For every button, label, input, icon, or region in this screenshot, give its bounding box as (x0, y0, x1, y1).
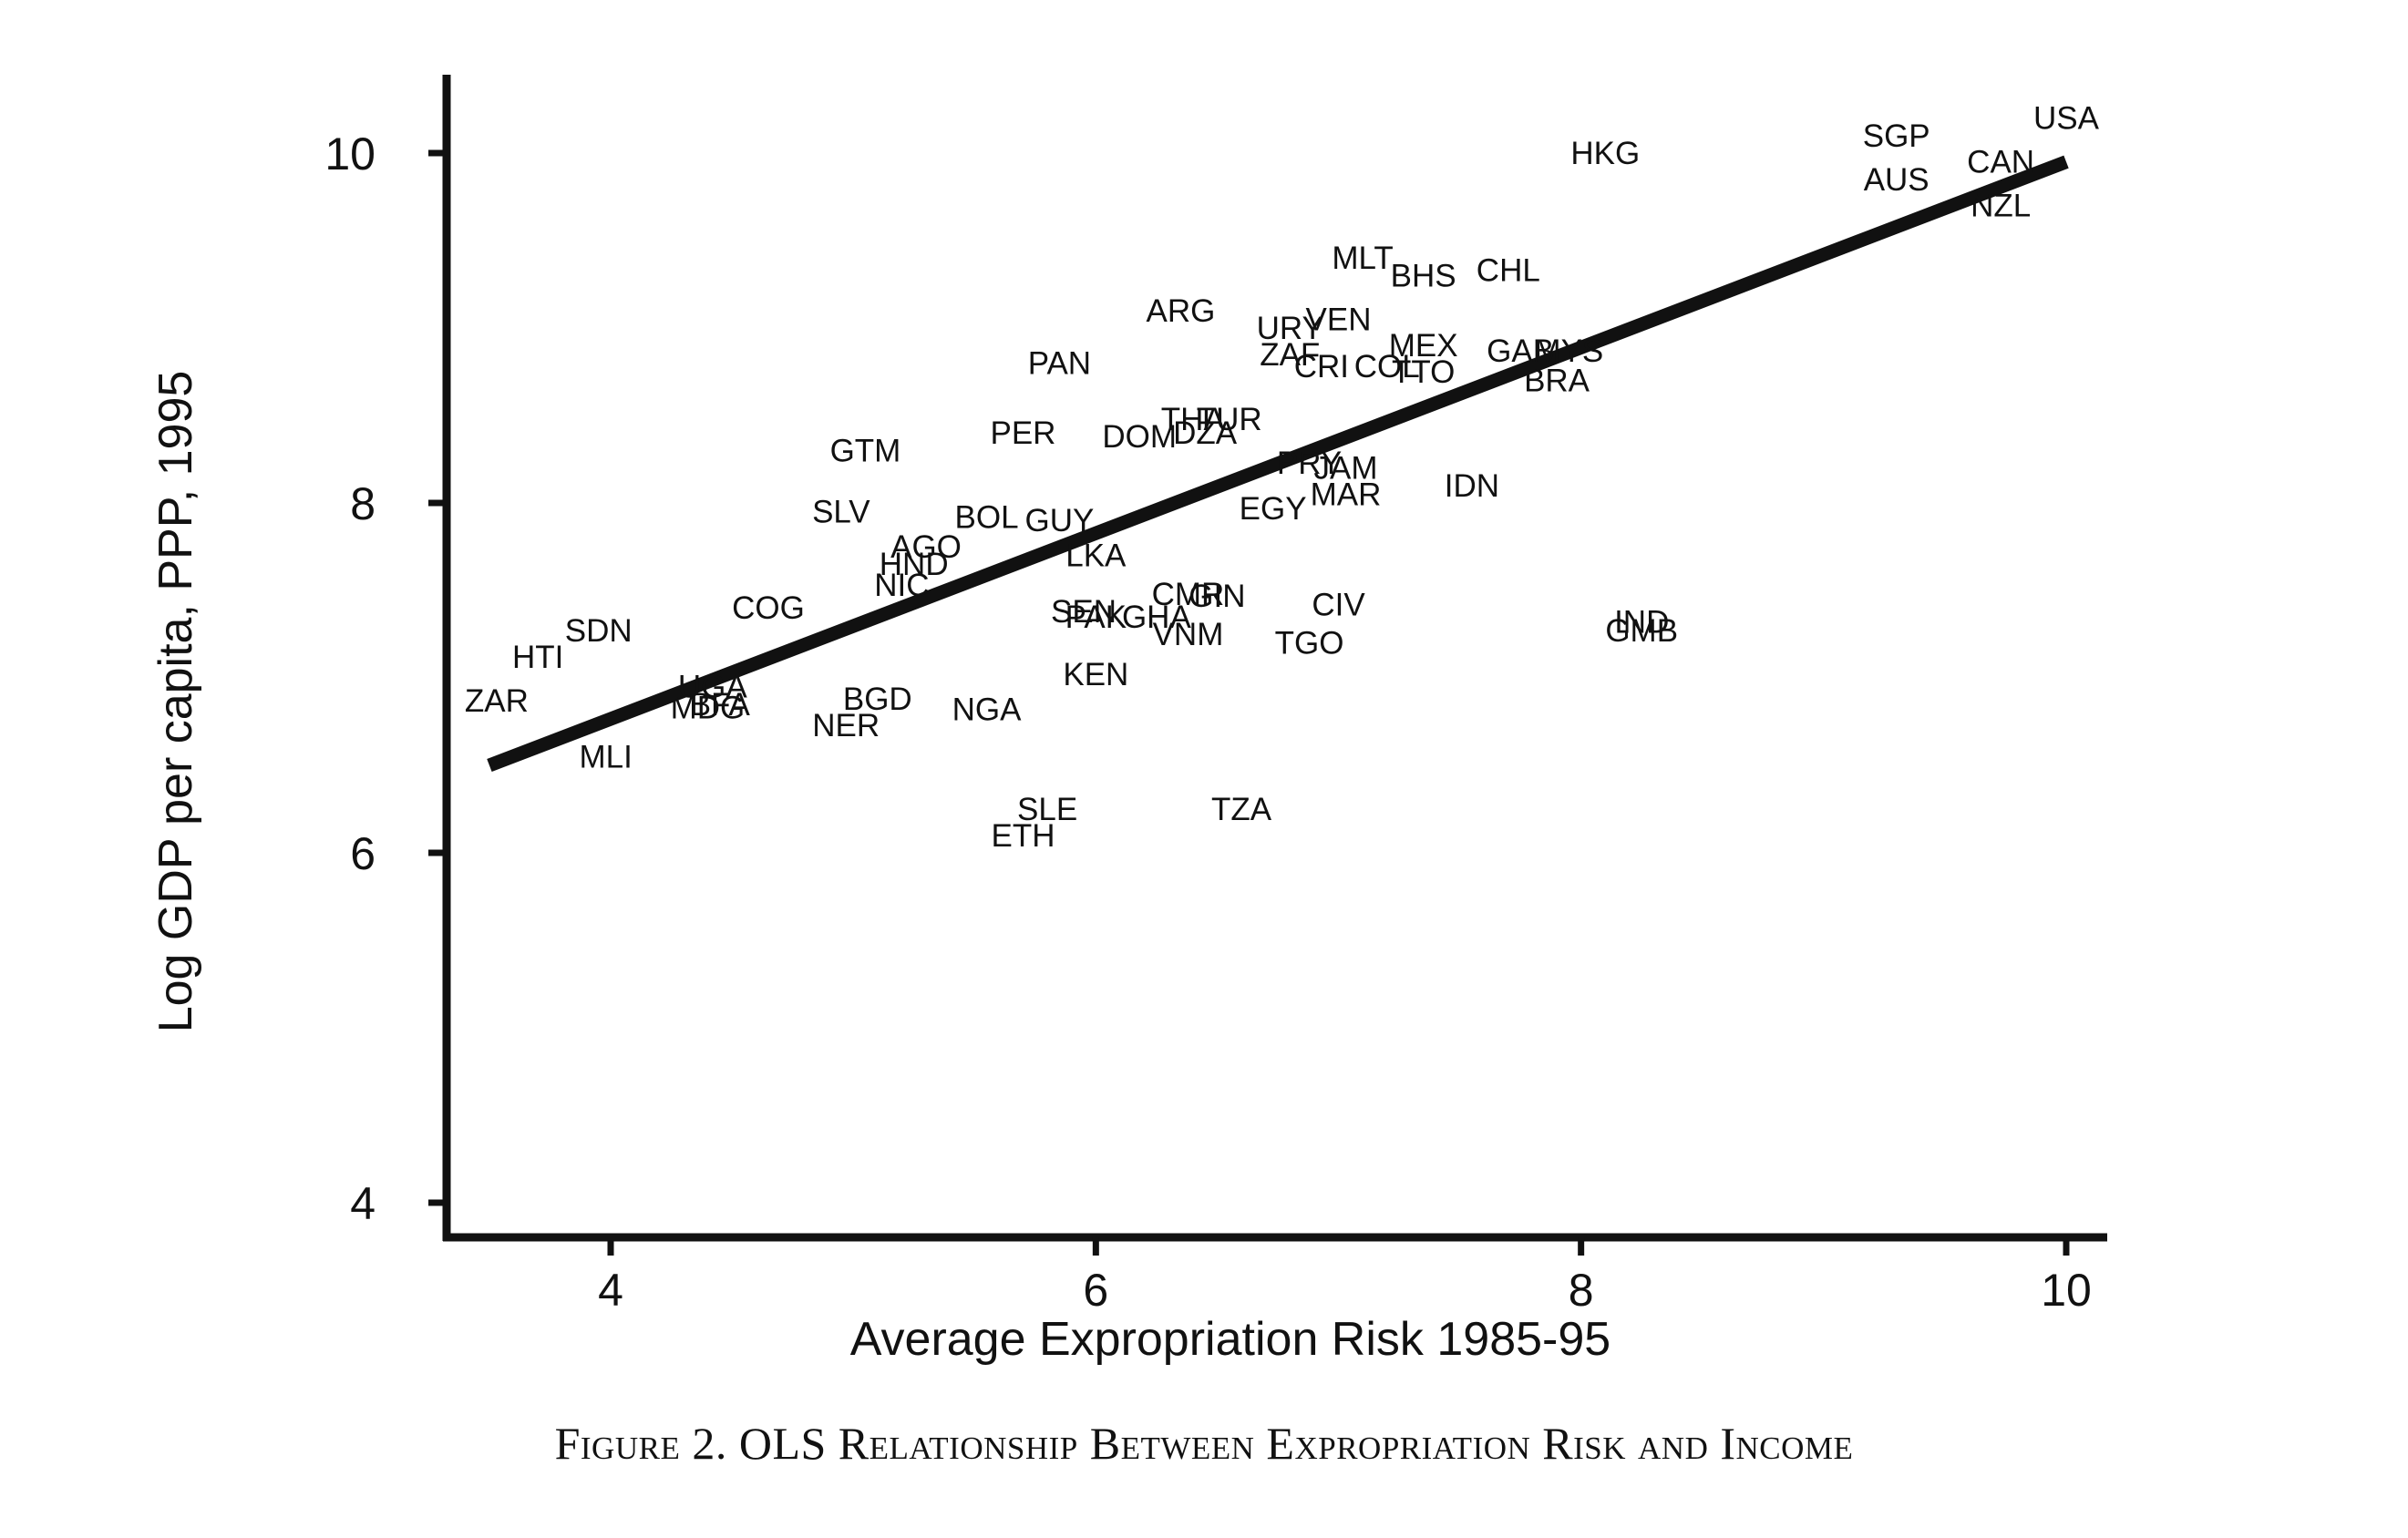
point-mli: MLI (579, 739, 632, 774)
x-axis-title: Average Expropriation Risk 1985-95 (850, 1313, 1610, 1366)
point-jam: JAM (1313, 451, 1377, 487)
point-nic: NIC (874, 568, 929, 603)
point-hkg: HKG (1570, 136, 1640, 171)
point-pan: PAN (1028, 345, 1091, 381)
point-tza: TZA (1211, 792, 1272, 827)
point-nga: NGA (952, 692, 1023, 728)
point-bfa: BFA (690, 687, 751, 723)
point-gmb: GMB (1605, 613, 1678, 649)
point-ind: IND (1614, 605, 1669, 641)
point-gab: GAB (1487, 333, 1554, 369)
point-pak: PAK (1065, 600, 1127, 635)
point-guy: GUY (1024, 503, 1094, 538)
point-tha: THA (1161, 402, 1226, 437)
point-mys: MYS (1534, 333, 1603, 369)
point-idn: IDN (1445, 468, 1499, 504)
point-cog: COG (732, 590, 805, 626)
y-tick-label-6: 6 (350, 828, 376, 879)
ols-fit-line (487, 155, 2069, 773)
point-bgd: BGD (843, 682, 912, 717)
point-uga: UGA (678, 670, 748, 705)
y-tick-label-4: 4 (350, 1178, 376, 1229)
point-cmr: CMR (1152, 577, 1225, 612)
y-tick-label-8: 8 (350, 478, 376, 529)
point-tgo: TGO (1275, 626, 1344, 661)
point-gtm: GTM (830, 433, 901, 468)
point-ven: VEN (1306, 302, 1372, 337)
point-lka: LKA (1065, 538, 1127, 574)
point-hnd: HND (880, 547, 949, 582)
point-tto: TTO (1392, 354, 1455, 390)
point-cri: CRI (1294, 349, 1349, 384)
point-ago: AGO (890, 529, 962, 565)
figure-caption: Figure 2. OLS Relationship Between Expro… (554, 1418, 1854, 1469)
point-eth: ETH (991, 818, 1055, 854)
tick-labels: 4 6 8 10 4 6 8 10 (324, 128, 2091, 1316)
point-ury: URY (1257, 311, 1323, 346)
x-tick-label-8: 8 (1569, 1265, 1594, 1316)
point-col: COL (1354, 349, 1420, 384)
point-nzl: NZL (1971, 189, 2031, 224)
point-sdn: SDN (565, 613, 633, 649)
x-tick-label-6: 6 (1083, 1265, 1108, 1316)
point-dom: DOM (1102, 419, 1177, 455)
point-mar: MAR (1311, 477, 1382, 512)
point-ken: KEN (1063, 657, 1128, 692)
point-bhs: BHS (1391, 258, 1456, 293)
point-sgp: SGP (1863, 118, 1930, 154)
point-usa: USA (2033, 101, 2100, 137)
ticks (428, 149, 2070, 1256)
point-gin: GIN (1189, 579, 1245, 614)
y-tick-label-10: 10 (324, 128, 376, 179)
y-axis-title: Log GDP per capita, PPP, 1995 (149, 371, 202, 1033)
point-pry: PRY (1277, 446, 1342, 481)
point-arg: ARG (1147, 293, 1216, 329)
x-tick-label-4: 4 (598, 1265, 623, 1316)
point-mdg: MDG (671, 691, 746, 726)
point-sle: SLE (1017, 792, 1077, 827)
point-zaf: ZAF (1260, 337, 1320, 373)
point-gha: GHA (1122, 600, 1192, 635)
point-zar: ZAR (465, 683, 529, 719)
point-per: PER (990, 415, 1055, 451)
axes (442, 75, 2107, 1242)
point-hti: HTI (512, 640, 563, 675)
point-vnm: VNM (1153, 617, 1224, 652)
point-bol: BOL (955, 499, 1019, 535)
point-mlt: MLT (1332, 241, 1393, 276)
point-tur: TUR (1197, 402, 1262, 437)
point-sen: SEN (1051, 594, 1117, 630)
point-aus: AUS (1864, 162, 1929, 198)
point-can: CAN (1967, 145, 2034, 180)
point-chl: CHL (1477, 253, 1540, 289)
x-tick-label-10: 10 (2041, 1265, 2092, 1316)
point-egy: EGY (1240, 491, 1307, 527)
point-civ: CIV (1312, 587, 1365, 622)
point-mex: MEX (1389, 328, 1458, 364)
point-bra: BRA (1524, 364, 1590, 399)
point-dza: DZA (1173, 415, 1238, 451)
point-ner: NER (812, 708, 880, 743)
point-slv: SLV (812, 495, 870, 530)
